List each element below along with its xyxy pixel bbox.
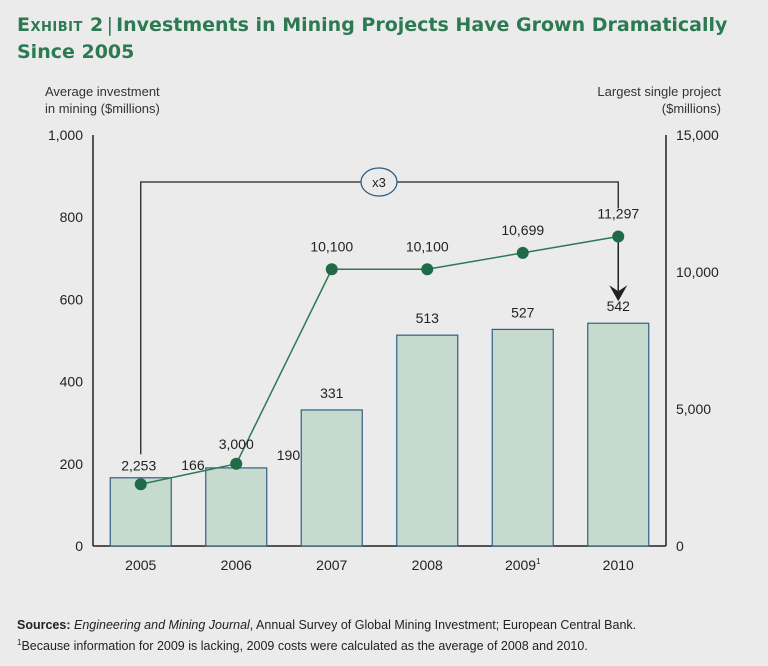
right-tick-label: 15,000 (676, 127, 719, 143)
bar-value-label: 513 (416, 310, 440, 326)
line-point (612, 230, 625, 243)
line-value-label: 10,699 (501, 222, 544, 238)
left-axis-title-line1: Average investment (45, 84, 160, 99)
left-axis-title-line2: in mining ($millions) (45, 101, 160, 116)
line-value-label: 11,297 (597, 205, 639, 221)
x-tick-label: 20091 (505, 557, 541, 573)
bar (300, 409, 363, 547)
bar-value-label: 542 (607, 298, 631, 314)
x-tick-label: 2008 (412, 557, 443, 573)
bar-value-label: 166 (181, 457, 205, 473)
x-tick-label: 2010 (603, 557, 634, 573)
line-point (421, 263, 434, 276)
line-point (134, 478, 147, 491)
annotation-label: x3 (372, 175, 386, 190)
bar-value-label: 527 (511, 304, 535, 320)
bar-value-label: 190 (277, 447, 301, 463)
left-axis-title: Average investment in mining ($millions) (45, 83, 160, 117)
arrow-head (609, 285, 628, 302)
x-tick-superscript: 1 (536, 557, 541, 566)
sources-journal: Engineering and Mining Journal (73, 618, 250, 632)
footnote-line: 1Because information for 2009 is lacking… (17, 634, 636, 655)
line-point (325, 263, 338, 276)
right-axis-title-line1: Largest single project (597, 84, 721, 99)
left-tick-label: 200 (60, 456, 84, 472)
sources-note: Sources: Engineering and Mining Journal,… (17, 617, 636, 655)
bar-value-label: 331 (320, 385, 344, 401)
right-tick-label: 0 (676, 538, 684, 554)
x-tick-label: 2007 (316, 557, 347, 573)
line-value-label: 3,000 (219, 436, 254, 452)
left-tick-label: 400 (60, 374, 84, 390)
chart-title: Exhibit 2 | Investments in Mining Projects… (17, 12, 757, 66)
title-text: Investments in Mining Projects Have Grow… (17, 14, 728, 63)
line-value-label: 2,253 (121, 457, 156, 473)
annotation-circle (360, 167, 398, 197)
line-value-label: 10,100 (406, 238, 449, 254)
left-tick-label: 600 (60, 291, 84, 307)
bar (205, 467, 268, 547)
sources-line: Sources: Engineering and Mining Journal,… (17, 617, 636, 634)
left-tick-label: 0 (75, 538, 83, 554)
x-tick-label: 2005 (125, 557, 156, 573)
line-point (230, 457, 243, 470)
left-tick-label: 1,000 (48, 127, 83, 143)
line-value-label: 10,100 (310, 238, 353, 254)
sources-label: Sources: (17, 618, 71, 632)
bar (396, 334, 459, 547)
x-tick-label: 2006 (221, 557, 252, 573)
right-axis-title-line2: ($millions) (661, 101, 721, 116)
series-line (140, 235, 619, 486)
line-point (516, 246, 529, 259)
right-tick-label: 10,000 (676, 264, 719, 280)
right-axis-title: Largest single project ($millions) (597, 83, 721, 117)
exhibit-label: Exhibit 2 (17, 14, 104, 36)
sources-rest: , Annual Survey of Global Mining Investm… (249, 618, 637, 632)
footnote-mark: 1 (17, 638, 22, 647)
right-tick-label: 5,000 (676, 401, 711, 417)
title-separator: | (106, 14, 114, 36)
footnote-text: Because information for 2009 is lacking,… (21, 639, 588, 654)
bar (491, 328, 554, 547)
left-tick-label: 800 (60, 209, 84, 225)
bar (587, 322, 650, 547)
